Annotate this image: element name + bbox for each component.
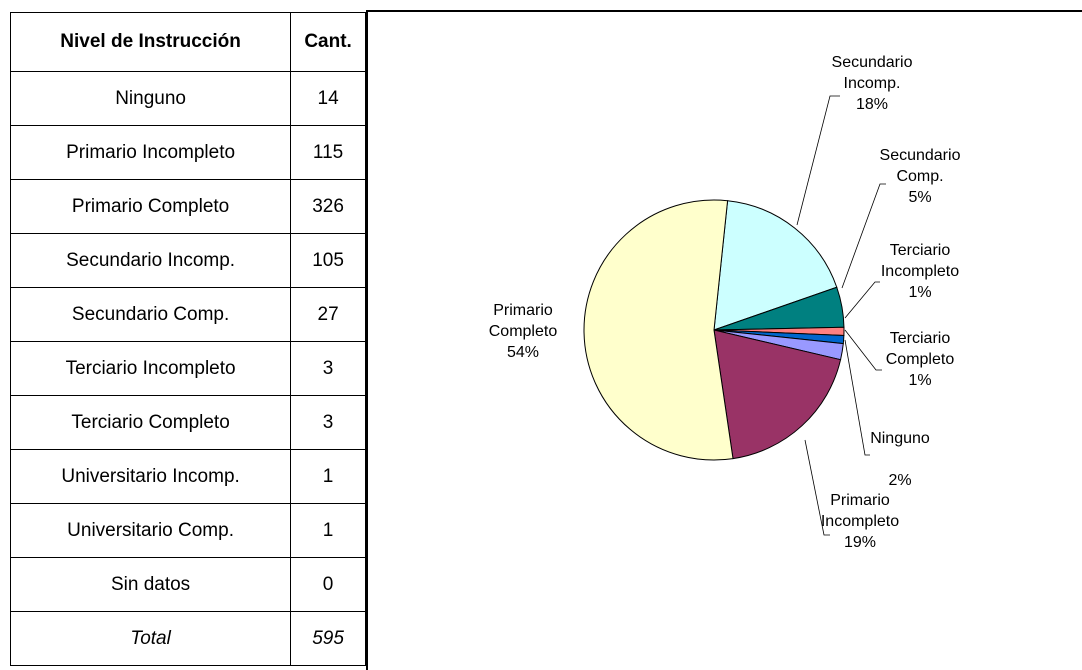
slice-value-label: 1% bbox=[908, 372, 932, 389]
table-row: Ninguno 14 bbox=[9, 71, 366, 126]
table-cell: Universitario Incomp. bbox=[9, 449, 292, 504]
table-row: Terciario Incompleto 3 bbox=[9, 341, 366, 396]
table-cell: Universitario Comp. bbox=[9, 503, 292, 558]
slice-label: Ninguno bbox=[870, 430, 930, 447]
table-row: Total 595 bbox=[9, 611, 366, 666]
table-row: Primario Completo 326 bbox=[9, 179, 366, 234]
table-cell: 0 bbox=[290, 557, 366, 612]
slice-value-label: 54% bbox=[506, 344, 540, 361]
table-cell: 115 bbox=[290, 125, 366, 180]
slice-value-label: 18% bbox=[855, 96, 889, 113]
table-cell: Total bbox=[9, 611, 292, 666]
table-row: Universitario Incomp. 1 bbox=[9, 449, 366, 504]
table-row: Secundario Comp. 27 bbox=[9, 287, 366, 342]
table-cell: Sin datos bbox=[9, 557, 292, 612]
table-cell: 3 bbox=[290, 395, 366, 450]
table-cell: 105 bbox=[290, 233, 366, 288]
slice-value-label: 2% bbox=[888, 472, 912, 489]
table-cell: Nivel de Instrucción bbox=[9, 12, 292, 72]
leader-line bbox=[844, 329, 882, 371]
table-body: Nivel de Instrucción Cant. Ninguno 14 Primar… bbox=[9, 12, 366, 666]
table-row: Secundario Incomp. 105 bbox=[9, 233, 366, 288]
slice-value-label: 5% bbox=[908, 189, 932, 206]
table-row: Sin datos 0 bbox=[9, 557, 366, 612]
table-cell: 1 bbox=[290, 449, 366, 504]
data-table: Nivel de Instrucción Cant. Ninguno 14 Primar… bbox=[9, 12, 366, 666]
leader-line bbox=[844, 281, 880, 319]
leader-line bbox=[804, 439, 830, 536]
slice-label: Terciario Incompleto bbox=[880, 242, 960, 280]
pie-slice bbox=[583, 199, 734, 461]
slice-label: Primario Completo bbox=[488, 302, 558, 340]
slice-label: Primario Incompleto bbox=[820, 492, 900, 530]
table-cell: 326 bbox=[290, 179, 366, 234]
slice-label: Secundario Comp. bbox=[879, 147, 961, 185]
leader-lines bbox=[796, 95, 886, 536]
leader-line bbox=[796, 95, 840, 226]
table-cell: 595 bbox=[290, 611, 366, 666]
table-cell: Primario Completo bbox=[9, 179, 292, 234]
pie bbox=[583, 199, 845, 461]
slice-value-label: 1% bbox=[908, 284, 932, 301]
table-row: Nivel de Instrucción Cant. bbox=[9, 12, 366, 72]
slice-label: Secundario Incomp. bbox=[831, 54, 913, 92]
table-cell: Terciario Incompleto bbox=[9, 341, 292, 396]
table-cell: Secundario Comp. bbox=[9, 287, 292, 342]
table-cell: 14 bbox=[290, 71, 366, 126]
slice-value-label: 19% bbox=[843, 534, 877, 551]
slice-label: Terciario Completo bbox=[885, 330, 955, 368]
table-cell: 3 bbox=[290, 341, 366, 396]
table-cell: Cant. bbox=[290, 12, 366, 72]
leader-line bbox=[841, 183, 886, 289]
table-cell: Secundario Incomp. bbox=[9, 233, 292, 288]
pie-slice bbox=[713, 329, 842, 460]
leader-line bbox=[844, 339, 870, 456]
table-cell: 27 bbox=[290, 287, 366, 342]
table-cell: Primario Incompleto bbox=[9, 125, 292, 180]
table-row: Universitario Comp. 1 bbox=[9, 503, 366, 558]
table-row: Primario Incompleto 115 bbox=[9, 125, 366, 180]
